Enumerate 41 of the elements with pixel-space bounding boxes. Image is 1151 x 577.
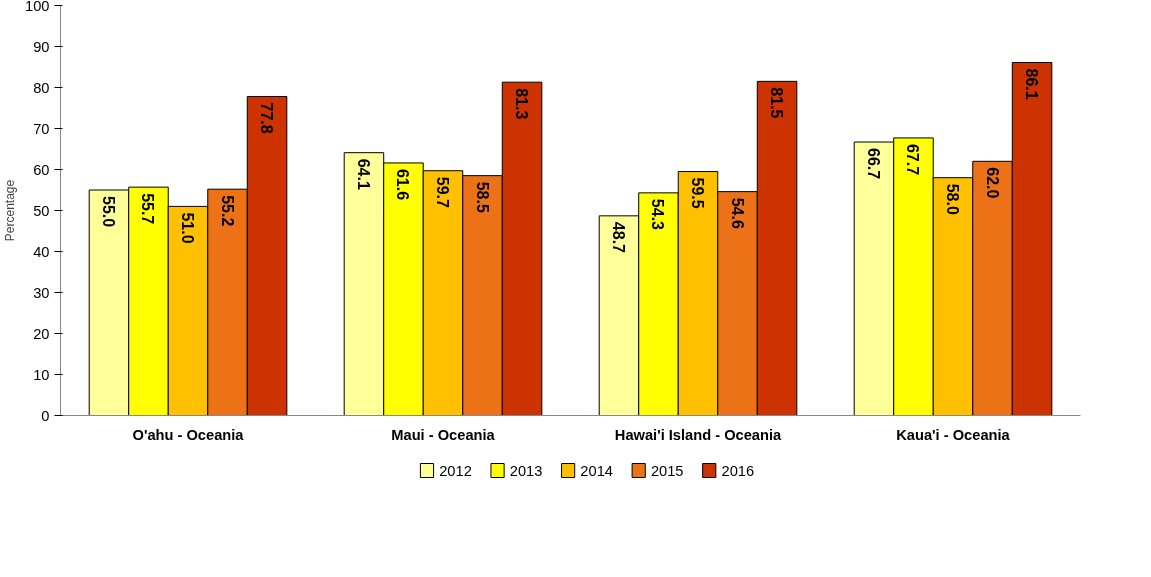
data-label: 67.7	[904, 143, 922, 176]
y-tick-label: 10	[33, 366, 50, 383]
y-tick-label: 60	[33, 161, 50, 178]
data-label: 59.5	[689, 177, 706, 209]
x-tick-label: Maui - Oceania	[391, 426, 496, 443]
x-tick-label: O'ahu - Oceania	[132, 426, 245, 443]
data-label: 55.2	[218, 195, 236, 227]
y-tick-label: 20	[33, 325, 50, 342]
y-tick-label: 0	[41, 407, 50, 424]
data-label: 55.7	[139, 193, 157, 225]
data-label: 54.6	[728, 197, 746, 229]
data-label: 81.5	[768, 87, 786, 119]
data-label: 51.0	[179, 212, 196, 244]
y-tick-label: 40	[33, 243, 50, 260]
y-tick-label: 30	[33, 284, 50, 301]
data-label: 54.3	[649, 198, 667, 231]
x-tick-label: Hawai'i Island - Oceania	[614, 426, 783, 443]
data-label: 86.1	[1023, 68, 1041, 100]
legend-label: 2013	[509, 462, 543, 479]
legend-label: 2014	[580, 462, 613, 479]
data-label: 62.0	[983, 167, 1001, 199]
y-tick-label: 50	[33, 202, 50, 219]
data-label: 61.6	[394, 168, 412, 201]
y-tick-label: 100	[25, 0, 50, 14]
data-label: 59.7	[434, 176, 451, 208]
data-label: 81.3	[513, 88, 531, 120]
data-label: 48.7	[609, 221, 627, 254]
y-tick-label: 80	[33, 79, 50, 96]
data-label: 64.1	[354, 158, 372, 190]
x-tick-label: Kaua'i - Oceania	[896, 426, 1011, 443]
data-label: 77.8	[258, 102, 276, 134]
y-axis-title: Percentage	[3, 179, 18, 242]
data-label: 66.7	[864, 148, 882, 180]
legend-label: 2012	[439, 462, 472, 479]
y-tick-label: 70	[33, 120, 50, 137]
data-label: 58.5	[473, 181, 491, 213]
data-label: 58.0	[944, 183, 961, 215]
data-label: 55.0	[99, 196, 117, 228]
legend-label: 2016	[721, 462, 755, 479]
y-tick-label: 90	[33, 38, 50, 55]
legend-label: 2015	[650, 462, 684, 479]
